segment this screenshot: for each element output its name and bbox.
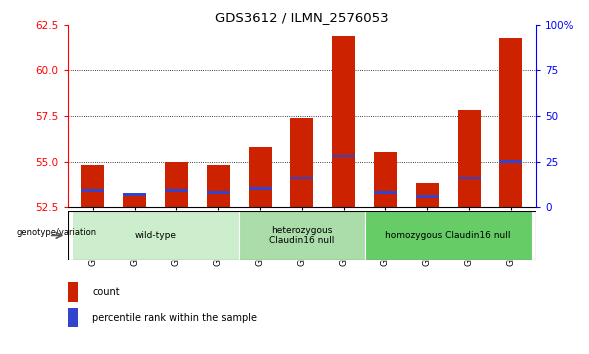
Bar	[448, 211, 490, 260]
Bar	[155, 211, 197, 260]
Bar	[332, 155, 355, 158]
Bar	[207, 191, 230, 194]
Bar	[81, 165, 104, 207]
Text: wild-type: wild-type	[134, 231, 177, 240]
Bar	[365, 211, 532, 260]
Title: GDS3612 / ILMN_2576053: GDS3612 / ILMN_2576053	[215, 11, 389, 24]
Bar	[374, 191, 397, 194]
Bar	[323, 211, 365, 260]
Bar	[68, 282, 78, 302]
Bar	[416, 183, 439, 207]
Bar	[81, 189, 104, 192]
Bar	[72, 211, 114, 260]
Text: heterozygous
Claudin16 null: heterozygous Claudin16 null	[269, 226, 335, 245]
Bar	[281, 211, 323, 260]
Bar	[123, 193, 146, 207]
Text: genotype/variation: genotype/variation	[17, 228, 97, 238]
Bar	[406, 211, 448, 260]
Bar	[249, 188, 272, 190]
Bar	[458, 177, 481, 179]
Bar	[458, 110, 481, 207]
Text: percentile rank within the sample: percentile rank within the sample	[92, 313, 257, 322]
Bar	[416, 195, 439, 198]
Text: homozygous Claudin16 null: homozygous Claudin16 null	[385, 231, 511, 240]
Bar	[499, 38, 522, 207]
Bar	[365, 211, 406, 260]
Bar	[249, 147, 272, 207]
Bar	[165, 189, 188, 192]
Bar	[165, 161, 188, 207]
Bar	[207, 165, 230, 207]
Bar	[197, 211, 239, 260]
Bar	[68, 308, 78, 327]
Bar	[239, 211, 281, 260]
Bar	[490, 211, 532, 260]
Bar	[332, 36, 355, 207]
Bar	[290, 118, 313, 207]
Bar	[72, 211, 239, 260]
Bar	[499, 160, 522, 163]
Bar	[290, 177, 313, 179]
Bar	[374, 152, 397, 207]
Bar	[123, 193, 146, 196]
Bar	[239, 211, 365, 260]
Bar	[114, 211, 155, 260]
Text: count: count	[92, 287, 120, 297]
